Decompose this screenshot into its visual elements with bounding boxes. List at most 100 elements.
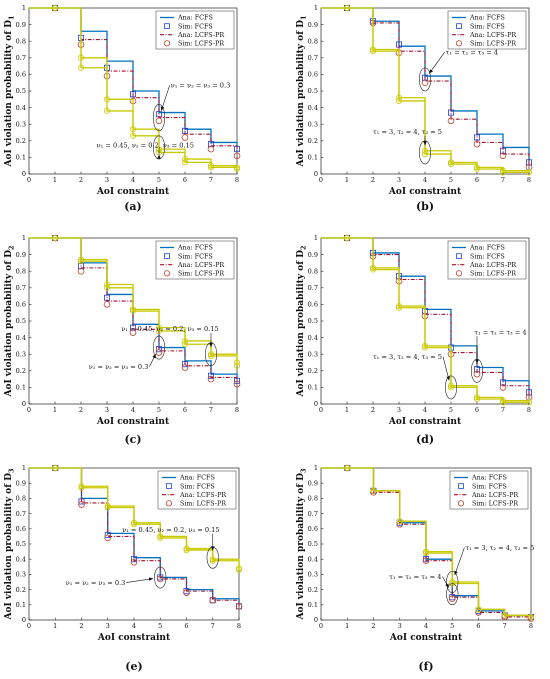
data-point-sim-fcfs — [129, 91, 136, 98]
chart-panel: 0 1 2 3 4 5 6 7 800.10.20.30.40.50.60.70.80.91Ao… — [4, 4, 241, 197]
legend-label: Sim: FCFS — [470, 252, 505, 260]
x-tick-label: 5 — [449, 406, 453, 414]
legend-swatch-sim-lcfs — [457, 500, 465, 507]
y-axis-title: AoI violation probability of D3 — [296, 468, 308, 621]
y-tick-label: 0.3 — [308, 571, 318, 579]
annotation-arrow-line — [428, 51, 446, 74]
data-point-secondary — [369, 48, 376, 55]
legend-label: Ana: FCFS — [177, 244, 213, 252]
data-point-secondary — [78, 258, 85, 265]
annotation-label: ν₁ = 0.45, ν₂ = 0.2, ν₃ = 0.15 — [97, 141, 194, 149]
data-point-secondary — [447, 384, 454, 391]
y-tick-label: 0 — [314, 400, 318, 408]
series-line-secondary — [321, 237, 529, 403]
x-tick-label: 4 — [424, 622, 428, 630]
x-tick-label: 3 — [398, 622, 402, 630]
x-tick-label: 1 — [345, 406, 349, 414]
y-tick-label: 0.3 — [16, 120, 26, 128]
y-tick-label: 0.8 — [16, 495, 26, 503]
y-tick-label: 0.2 — [16, 137, 26, 145]
y-tick-label: 0.7 — [16, 54, 26, 62]
y-axis-title: AoI violation probability of D1 — [296, 15, 308, 167]
annotation-arrow-line — [454, 547, 465, 576]
y-tick-label: 0.1 — [16, 601, 26, 609]
x-tick-label: 2 — [79, 176, 83, 184]
series-line-secondary — [29, 467, 240, 570]
data-point-secondary — [422, 550, 429, 557]
legend-swatch-sim-fcfs — [164, 23, 170, 29]
y-tick-label: 0.9 — [308, 251, 318, 259]
annotation-label: τ₁ = 3, τ₂ = 4, τ₃ = 5 — [373, 353, 442, 361]
data-point-secondary — [104, 504, 111, 511]
x-tick-label: 6 — [183, 406, 187, 414]
x-tick-label: 2 — [371, 176, 375, 184]
legend-label: Sim: FCFS — [178, 252, 213, 260]
x-tick-label: 4 — [132, 622, 136, 630]
legend-swatch-sim-fcfs — [456, 253, 462, 259]
x-tick-label: 4 — [131, 406, 135, 414]
annotation-label: ν₁ = ν₂ = ν₃ = 0.3 — [66, 579, 126, 587]
data-point-secondary — [129, 132, 136, 139]
y-axis-title: AoI violation probability of D3 — [4, 468, 16, 621]
y-axis-title-text: AoI violation probability of D — [296, 20, 306, 168]
y-tick-label: 0.6 — [16, 71, 26, 79]
data-point-secondary — [207, 352, 214, 359]
x-tick-label: 3 — [106, 622, 110, 630]
y-tick-label: 0.5 — [308, 317, 318, 325]
y-tick-label: 0.4 — [16, 334, 26, 342]
legend-label: Sim: LCFS-PR — [470, 40, 516, 48]
y-tick-label: 0.7 — [308, 284, 318, 292]
legend-swatch-sim-lcfs — [455, 40, 463, 47]
y-tick-label: 0.2 — [16, 586, 26, 594]
data-point-sim-lcfs — [422, 557, 430, 565]
annotation-ellipse — [152, 103, 166, 132]
data-point-secondary — [52, 464, 59, 471]
annotation-arrow-head — [445, 583, 449, 588]
y-axis-title-subscript: 2 — [300, 245, 308, 250]
y-tick-label: 0.6 — [308, 301, 318, 309]
legend-label: Sim: FCFS — [470, 22, 505, 30]
data-point-secondary — [233, 362, 240, 369]
y-tick-label: 0.1 — [16, 384, 26, 392]
legend-swatch-sim-fcfs — [458, 483, 464, 489]
data-point-sim-lcfs — [209, 596, 217, 604]
y-axis-title-text: AoI violation probability of D — [296, 250, 306, 398]
y-tick-label: 0.1 — [308, 384, 318, 392]
data-point-secondary — [52, 234, 59, 241]
panel-label: (b) — [416, 200, 434, 213]
annotation-arrow-head — [423, 141, 427, 146]
x-tick-label: 0 — [319, 622, 323, 630]
y-tick-label: 0.4 — [16, 104, 26, 112]
y-tick-label: 0 — [314, 616, 318, 624]
y-tick-label: 0.4 — [308, 555, 318, 563]
data-point-secondary — [344, 464, 351, 471]
data-point-secondary — [499, 169, 506, 176]
data-point-secondary — [343, 234, 350, 241]
legend-label: Sim: LCFS-PR — [178, 270, 224, 278]
data-point-secondary — [233, 166, 240, 173]
x-tick-label: 2 — [79, 622, 83, 630]
data-point-sim-lcfs — [499, 152, 507, 160]
x-axis-title: AoI constraint — [96, 187, 170, 197]
data-point-sim-lcfs — [233, 380, 241, 388]
data-point-secondary — [421, 151, 428, 158]
annotation-arrow-head — [152, 354, 156, 359]
legend-swatch-sim-lcfs — [165, 500, 173, 507]
annotation-arrow-head — [157, 154, 161, 159]
annotation-label: τ₁ = 3, τ₂ = 4, τ₃ = 5 — [373, 128, 442, 136]
y-axis-title-subscript: 3 — [8, 468, 16, 473]
x-tick-label: 3 — [397, 406, 401, 414]
x-tick-label: 5 — [157, 176, 161, 184]
data-point-sim-lcfs — [156, 575, 164, 583]
annotation-arrow-head — [454, 570, 458, 576]
y-axis-title-text: AoI violation probability of D — [4, 20, 14, 168]
annotation-ellipse — [446, 583, 459, 606]
x-tick-label: 8 — [237, 622, 241, 630]
data-point-secondary — [104, 107, 111, 114]
annotation-ellipse — [152, 135, 166, 160]
data-point-secondary — [155, 327, 162, 334]
y-tick-label: 0.2 — [308, 586, 318, 594]
data-point-secondary — [449, 580, 456, 587]
